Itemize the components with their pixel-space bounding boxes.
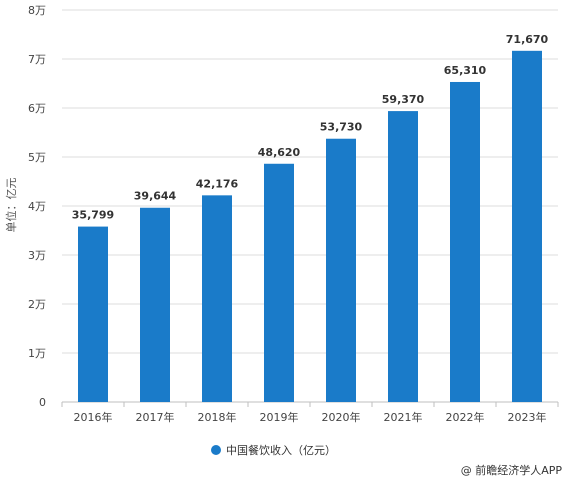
data-label: 35,799: [72, 209, 114, 222]
y-axis-ticks: 0 1万 2万 3万 4万 5万 6万 7万 8万: [28, 4, 46, 409]
data-labels: 35,799 39,644 42,176 48,620 53,730 59,370 65,3…: [72, 33, 549, 222]
data-label: 42,176: [196, 177, 239, 190]
y-tick-label: 5万: [28, 151, 46, 164]
y-tick-label: 1万: [28, 347, 46, 360]
bars: [78, 50, 542, 402]
data-label: 71,670: [506, 33, 549, 46]
bar: [512, 50, 542, 402]
x-tick-label: 2020年: [322, 410, 361, 424]
y-tick-label: 8万: [28, 4, 46, 17]
y-axis-label: 单位：亿元: [4, 178, 18, 233]
bar: [202, 195, 232, 402]
bar: [140, 207, 170, 402]
x-axis-ticks: 2016年 2017年 2018年 2019年 2020年 2021年 2022年 2023年: [61, 402, 559, 424]
bar: [264, 163, 294, 402]
legend-label: 中国餐饮收入（亿元）: [226, 443, 336, 457]
bar: [326, 138, 356, 402]
data-label: 48,620: [258, 146, 301, 159]
data-label: 59,370: [382, 93, 425, 106]
data-label: 65,310: [444, 64, 487, 77]
bar: [78, 226, 108, 402]
y-tick-label: 0: [39, 396, 46, 409]
legend: 中国餐饮收入（亿元）: [211, 443, 336, 457]
source-note: @ 前瞻经济学人APP: [461, 463, 563, 477]
legend-marker: [211, 445, 221, 455]
bar: [388, 111, 418, 402]
x-tick-label: 2016年: [74, 410, 113, 424]
y-tick-label: 7万: [28, 53, 46, 66]
x-tick-label: 2023年: [508, 410, 547, 424]
data-label: 53,730: [320, 121, 363, 134]
y-tick-label: 2万: [28, 298, 46, 311]
bar: [450, 81, 480, 402]
x-tick-label: 2022年: [446, 410, 485, 424]
x-tick-label: 2021年: [384, 410, 423, 424]
data-label: 39,644: [134, 190, 177, 203]
y-tick-label: 3万: [28, 249, 46, 262]
y-tick-label: 4万: [28, 200, 46, 213]
x-tick-label: 2019年: [260, 410, 299, 424]
x-tick-label: 2018年: [198, 410, 237, 424]
x-tick-label: 2017年: [136, 410, 175, 424]
y-tick-label: 6万: [28, 102, 46, 115]
